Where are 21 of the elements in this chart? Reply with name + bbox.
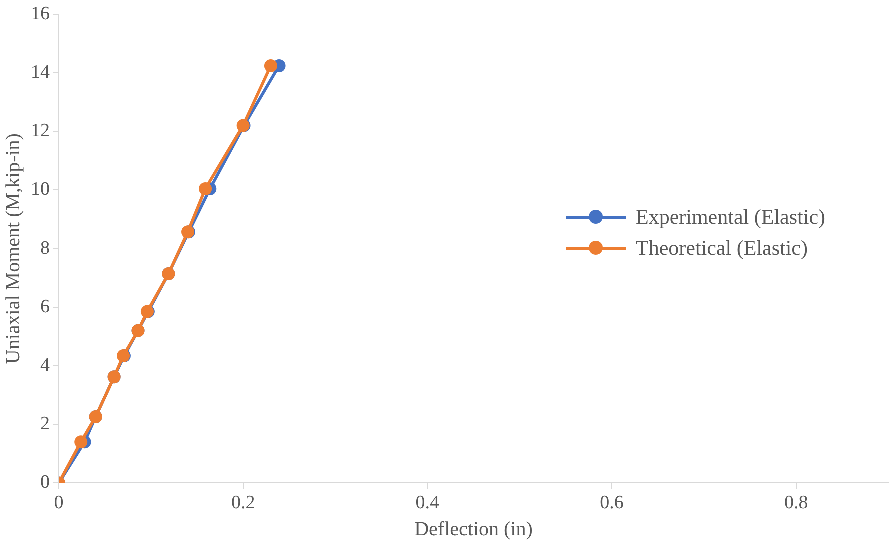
x-tick-label: 0.8 [784,492,808,514]
y-tick-label: 14 [31,62,50,83]
x-tick-label: 0.4 [416,492,440,514]
y-tick-label: 16 [31,3,50,24]
point [264,59,278,72]
y-tick-label: 12 [31,120,50,142]
x-axis-title: Deflection (in) [414,518,533,540]
y-tick-label: 4 [40,354,50,376]
y-tick-label: 6 [40,296,50,318]
x-tick-label: 0 [54,492,64,514]
y-tick-label: 2 [40,414,50,435]
point [74,436,88,449]
point [199,182,212,196]
legend-label: Experimental (Elastic) [636,205,827,230]
y-tick-label: 0 [40,472,50,494]
y-axis-title: Uniaxial Moment (M,kip-in) [2,134,24,364]
y-tick-label: 8 [40,238,50,259]
x-tick-label: 0.2 [231,492,256,514]
x-tick-label: 0.6 [600,492,624,514]
legend-label: Theoretical (Elastic) [636,236,809,261]
y-tick-label: 10 [31,179,50,200]
